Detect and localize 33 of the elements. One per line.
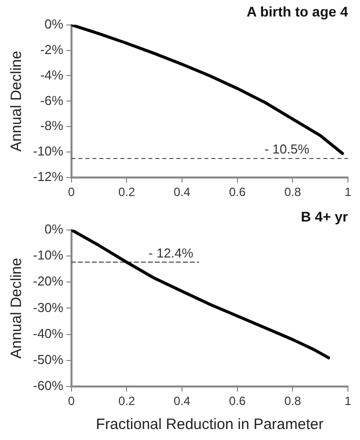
x-tick-label: 0 xyxy=(68,185,76,200)
y-tick-label: -60% xyxy=(32,378,64,394)
x-tick-label: 0.6 xyxy=(228,394,246,408)
chart-title: B 4+ yr xyxy=(300,208,349,224)
y-tick-label: -50% xyxy=(32,352,64,368)
y-tick-label: -40% xyxy=(32,326,64,341)
y-axis-title: Annual Decline xyxy=(8,258,26,359)
y-axis-title: Annual Decline xyxy=(8,50,26,152)
x-tick-label: 1 xyxy=(344,185,352,200)
x-axis-title: Fractional Reduction in Parameter xyxy=(96,416,324,434)
x-tick-label: 0.8 xyxy=(284,185,302,200)
y-tick-label: 0% xyxy=(44,221,64,236)
x-tick-label: 0.8 xyxy=(284,394,302,408)
annotation: - 12.4% xyxy=(148,245,194,260)
y-tick-label: -2% xyxy=(40,42,64,57)
y-tick-label: -8% xyxy=(40,118,64,134)
y-tick-label: -20% xyxy=(32,274,64,289)
x-tick-label: 0.6 xyxy=(228,185,246,200)
y-tick-label: -10% xyxy=(32,248,64,263)
y-tick-label: -10% xyxy=(32,144,64,159)
x-tick-label: 1 xyxy=(344,394,352,408)
y-tick-label: -30% xyxy=(32,300,64,315)
y-tick-label: -4% xyxy=(40,67,64,82)
y-tick-label: -12% xyxy=(32,169,64,184)
y-tick-label: 0% xyxy=(44,16,64,32)
x-tick-label: 0.2 xyxy=(118,394,136,408)
x-tick-label: 0 xyxy=(68,394,76,408)
x-tick-label: 0.4 xyxy=(174,394,191,408)
x-tick-label: 0.4 xyxy=(174,185,191,200)
chart-title: A birth to age 4 xyxy=(246,3,348,20)
x-tick-label: 0.2 xyxy=(118,185,136,200)
ref-line-label: - 10.5% xyxy=(264,142,310,157)
y-tick-label: -6% xyxy=(40,92,64,108)
